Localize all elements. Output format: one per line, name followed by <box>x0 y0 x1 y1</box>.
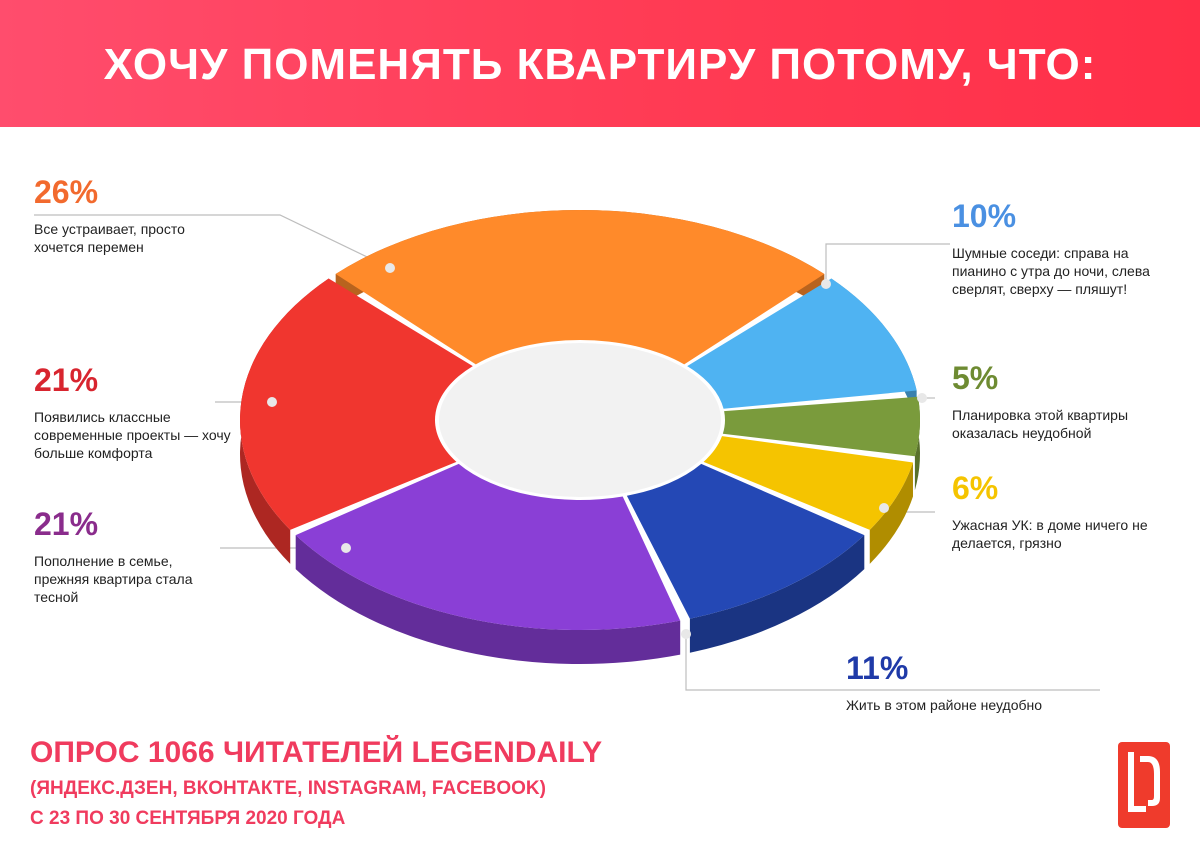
callout-26: 26% Все устраивает, просто хочется перем… <box>34 176 274 256</box>
slice <box>703 436 913 530</box>
slice-label: Ужасная УК: в доме ничего не делается, г… <box>952 517 1148 551</box>
callout-21-projects: 21% Появились классные современные проек… <box>34 364 274 462</box>
leader-dot <box>385 263 395 273</box>
value-label: 6% <box>952 470 999 506</box>
slice <box>335 210 825 365</box>
slice <box>626 463 865 619</box>
value-label: 11% <box>846 650 909 686</box>
callout-5: 5% Планировка этой квартиры оказалась не… <box>952 362 1172 442</box>
callout-11: 11% Жить в этом районе неудобно <box>846 652 1086 714</box>
slice-side <box>869 462 913 564</box>
survey-footer: ОПРОС 1066 ЧИТАТЕЛЕЙ LEGENDAILY (ЯНДЕКС.… <box>30 736 602 830</box>
page-title: ХОЧУ ПОМЕНЯТЬ КВАРТИРУ ПОТОМУ, ЧТО: <box>103 40 1097 89</box>
slice <box>295 463 681 630</box>
slice-label: Планировка этой квартиры оказалась неудо… <box>952 407 1129 441</box>
leader-line <box>685 634 1100 691</box>
donut-hole <box>439 343 721 497</box>
leader-dots <box>267 263 927 639</box>
survey-line-1: ОПРОС 1066 ЧИТАТЕЛЕЙ LEGENDAILY <box>30 736 603 769</box>
slice-label: Жить в этом районе неудобно <box>846 697 1043 713</box>
callout-21-family: 21% Пополнение в семье, прежняя квартира… <box>34 508 274 606</box>
leader-dot <box>341 543 351 553</box>
header-banner <box>0 0 1200 127</box>
value-label: 26% <box>34 174 99 210</box>
value-label: 21% <box>34 362 99 398</box>
value-label: 21% <box>34 506 99 542</box>
leader-dot <box>917 393 927 403</box>
slice <box>687 278 917 409</box>
slice <box>239 278 473 530</box>
leader-line <box>825 243 950 284</box>
leader-dot <box>267 397 277 407</box>
leader-dot <box>821 279 831 289</box>
leader-dot <box>879 503 889 513</box>
slice-side <box>689 535 865 653</box>
leader-dot <box>681 629 691 639</box>
slice-label: Появились классные современные проекты —… <box>34 409 231 461</box>
survey-line-3: С 23 ПО 30 СЕНТЯБРЯ 2020 ГОДА <box>30 808 346 829</box>
leader-line <box>34 214 391 269</box>
slice-label: Пополнение в семье, прежняя квартира ста… <box>34 553 193 605</box>
slice <box>722 396 920 457</box>
value-label: 5% <box>952 360 999 396</box>
value-label: 10% <box>952 198 1017 234</box>
callout-6: 6% Ужасная УК: в доме ничего не делается… <box>952 472 1172 552</box>
chart-slices <box>239 210 921 665</box>
survey-line-2: (ЯНДЕКС.ДЗЕН, ВКОНТАКТЕ, INSTAGRAM, FACE… <box>30 778 546 799</box>
slice-side <box>295 535 681 665</box>
slice-label: Все устраивает, просто хочется перемен <box>34 221 185 255</box>
legendaily-logo <box>1118 742 1170 828</box>
callout-10: 10% Шумные соседи: справа на пианино с у… <box>952 200 1172 298</box>
slice-label: Шумные соседи: справа на пианино с утра … <box>952 245 1150 297</box>
